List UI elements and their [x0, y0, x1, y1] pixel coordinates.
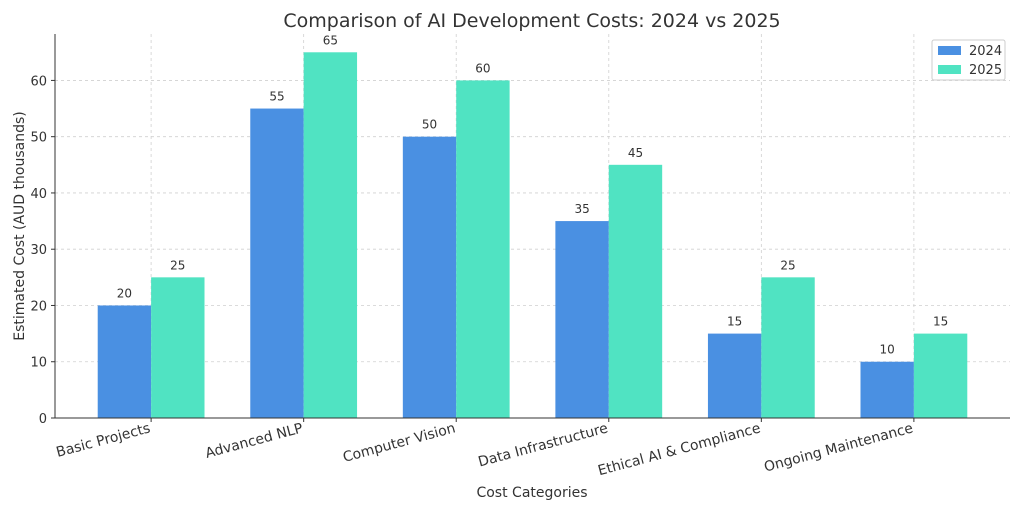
legend-swatch — [938, 46, 961, 55]
chart-title: Comparison of AI Development Costs: 2024… — [283, 10, 780, 32]
bar-value-label: 60 — [475, 61, 490, 75]
bar-2025 — [456, 80, 510, 419]
bar-value-label: 25 — [170, 258, 185, 272]
bar-2024 — [250, 108, 304, 419]
bar-value-label: 10 — [880, 343, 895, 357]
bar-value-label: 50 — [422, 118, 437, 132]
x-tick-label: Advanced NLP — [204, 420, 305, 461]
bar-value-label: 20 — [117, 286, 132, 300]
bar-2025 — [151, 277, 205, 418]
bar-value-label: 15 — [727, 315, 742, 329]
y-tick-label: 30 — [30, 243, 47, 258]
bar-2024 — [97, 305, 152, 418]
x-tick-label: Ethical AI & Compliance — [596, 420, 762, 479]
y-tick-label: 40 — [30, 187, 47, 202]
y-tick-label: 50 — [30, 131, 47, 146]
bar-2024 — [402, 136, 457, 418]
x-tick-label: Data Infrastructure — [477, 420, 610, 470]
bar-value-label: 45 — [628, 146, 643, 160]
x-tick-label: Ongoing Maintenance — [762, 420, 915, 475]
x-tick-label: Computer Vision — [341, 420, 457, 465]
bar-value-label: 35 — [574, 202, 589, 216]
bar-2025 — [303, 52, 358, 419]
legend-label: 2025 — [969, 63, 1002, 78]
y-tick-label: 10 — [30, 356, 47, 371]
y-tick-label: 20 — [30, 299, 47, 314]
x-tick-label: Basic Projects — [55, 420, 153, 460]
bar-2025 — [608, 164, 663, 418]
bar-2025 — [913, 333, 968, 418]
bar-value-label: 55 — [269, 90, 284, 104]
bar-value-label: 15 — [933, 315, 948, 329]
bar-2024 — [555, 221, 609, 418]
bar-2024 — [707, 333, 762, 418]
bar-value-label: 65 — [323, 33, 338, 47]
bar-2025 — [761, 277, 815, 418]
legend-swatch — [938, 65, 961, 74]
y-axis-label: Estimated Cost (AUD thousands) — [12, 111, 28, 340]
x-axis-label: Cost Categories — [476, 485, 587, 501]
y-tick-label: 60 — [30, 74, 47, 89]
legend-label: 2024 — [969, 44, 1002, 59]
bar-2024 — [860, 361, 914, 418]
bar-value-label: 25 — [780, 258, 795, 272]
y-tick-label: 0 — [39, 412, 47, 427]
